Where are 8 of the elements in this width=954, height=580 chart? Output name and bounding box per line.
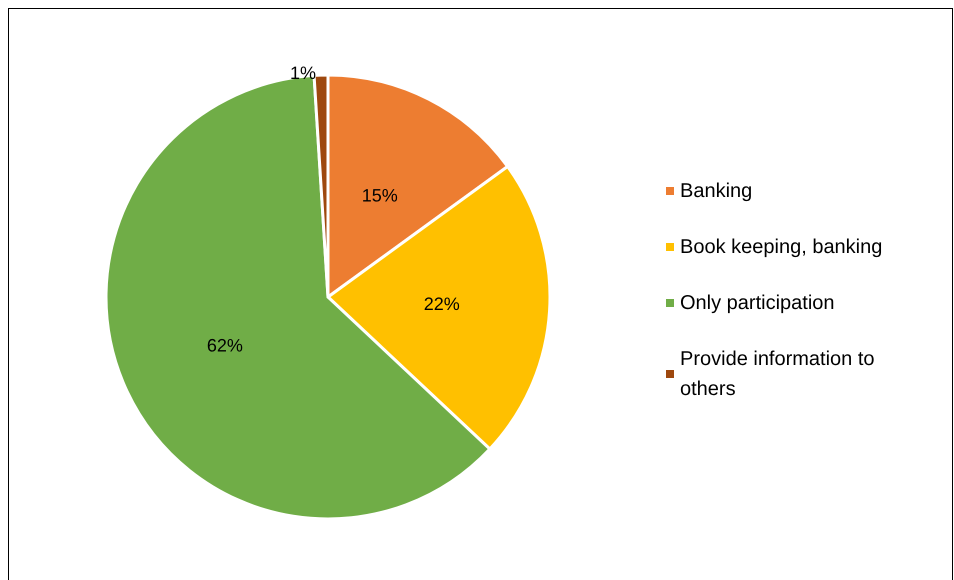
- legend-label: Banking: [680, 180, 752, 202]
- data-label: 22%: [424, 294, 460, 314]
- legend-label: Provide information to others: [680, 348, 880, 400]
- legend-label: Only participation: [680, 292, 835, 314]
- data-label: 1%: [290, 63, 316, 84]
- data-label: 15%: [362, 185, 398, 206]
- legend-label: Book keeping, banking: [680, 236, 882, 258]
- data-label: 62%: [206, 336, 243, 356]
